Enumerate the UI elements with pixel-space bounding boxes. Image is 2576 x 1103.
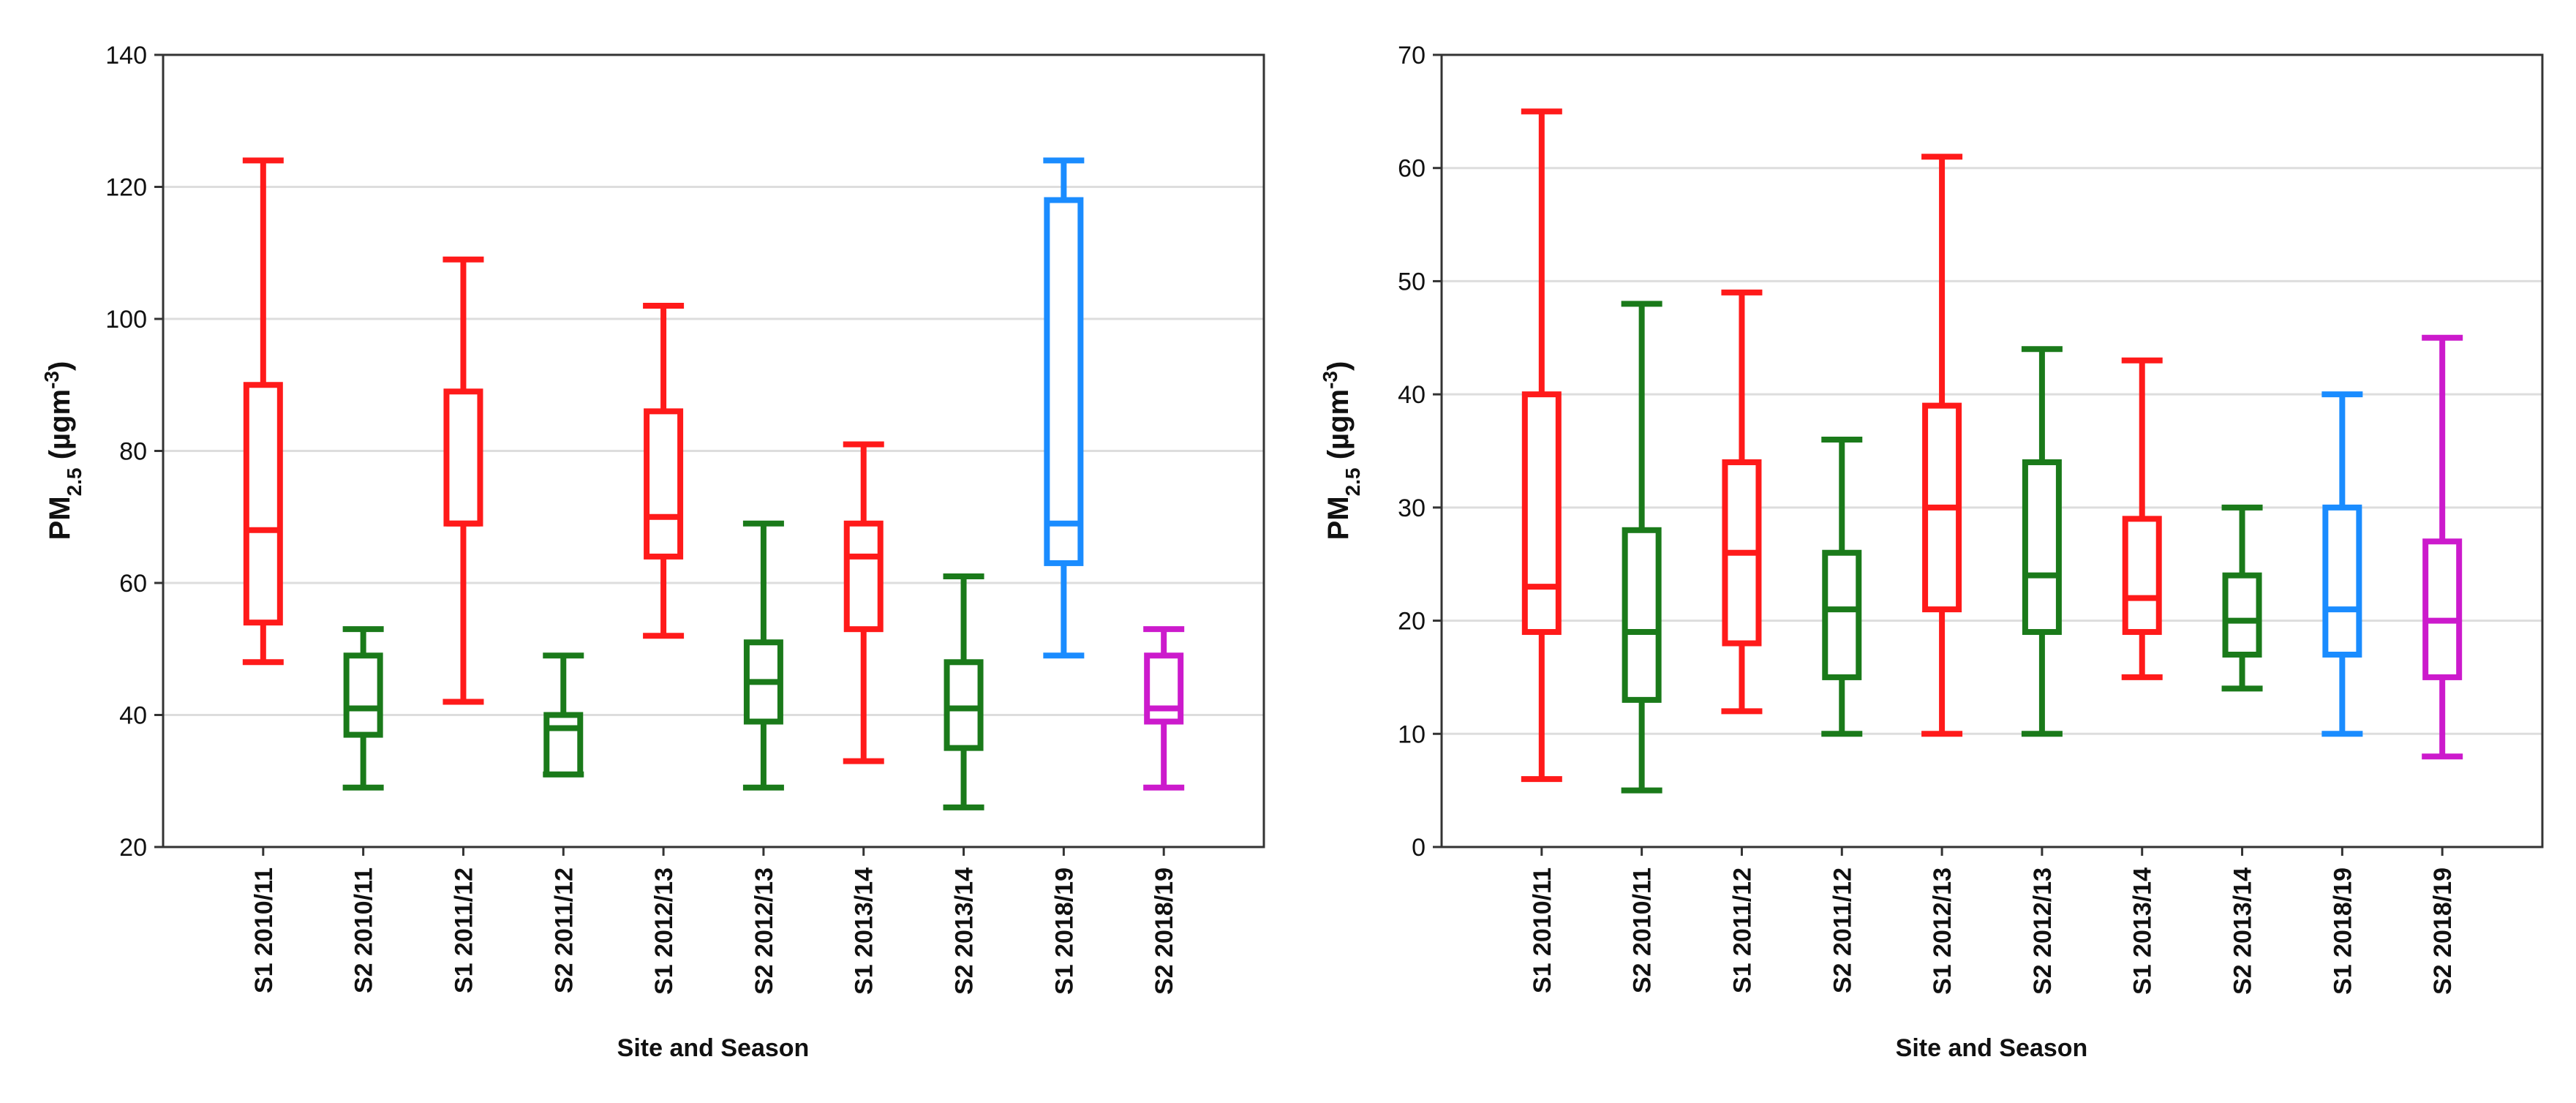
right-y-axis-title: PM2.5 (µgm-3) — [1319, 361, 1364, 541]
left-x-tick-label: S1 2013/14 — [851, 867, 878, 995]
right-x-tick-label: S2 2013/14 — [2229, 867, 2257, 995]
iqr-box — [1622, 527, 1662, 703]
iqr-box — [1144, 652, 1184, 725]
left-y-tick-label: 80 — [119, 438, 147, 466]
left-y-tick-label: 100 — [105, 306, 147, 334]
right-y-tick-label: 60 — [1398, 155, 1426, 183]
right-y-tick-label: 40 — [1398, 381, 1426, 409]
left-x-tick-label: S2 2018/19 — [1150, 867, 1178, 995]
right-y-tick-label: 30 — [1398, 494, 1426, 522]
right-box-2 — [1621, 301, 1662, 794]
iqr-box — [1822, 549, 1862, 680]
right-x-tick-label: S1 2012/13 — [1929, 867, 1957, 995]
left-boxplot-panel: 20 40 60 80 100 120 140 S1 2010/11 S2 2010/11 S1… — [40, 42, 1265, 1062]
iqr-box — [944, 659, 984, 751]
left-box-6 — [742, 520, 784, 791]
left-x-tick-label: S2 2012/13 — [750, 867, 778, 995]
right-x-tick-label: S1 2010/11 — [1529, 867, 1556, 993]
left-x-tick-label: S1 2012/13 — [650, 867, 678, 995]
right-box-3 — [1721, 289, 1763, 715]
right-y-tick-label: 0 — [1412, 834, 1426, 862]
left-y-tick-label: 60 — [119, 570, 147, 598]
right-box-5 — [1921, 154, 1963, 737]
left-x-tick-label: S2 2013/14 — [951, 867, 979, 995]
right-x-tick-label: S2 2010/11 — [1629, 867, 1657, 993]
left-box-4 — [543, 652, 584, 778]
right-y-tick-label: 50 — [1398, 268, 1426, 295]
right-box-1 — [1521, 108, 1562, 783]
right-box-8 — [2221, 504, 2263, 692]
right-x-tick-label: S2 2011/12 — [1829, 867, 1856, 993]
left-box-1 — [242, 157, 284, 666]
iqr-box — [2122, 516, 2162, 636]
left-x-tick-label: S1 2011/12 — [450, 867, 478, 993]
iqr-box — [443, 388, 483, 527]
iqr-box — [1521, 391, 1562, 636]
right-x-tick-label: S2 2012/13 — [2029, 867, 2057, 995]
right-box-7 — [2121, 357, 2163, 680]
right-box-4 — [1821, 437, 1863, 737]
right-box-9 — [2321, 391, 2363, 737]
iqr-box — [843, 520, 884, 633]
iqr-box — [2222, 572, 2262, 658]
iqr-box — [2322, 504, 2362, 658]
iqr-box — [2422, 538, 2463, 680]
iqr-box — [343, 652, 383, 738]
right-x-tick-label: S1 2018/19 — [2329, 867, 2357, 995]
left-box-8 — [943, 573, 984, 810]
right-x-tick-label: S1 2013/14 — [2129, 867, 2157, 995]
iqr-box — [644, 408, 684, 560]
left-box-2 — [342, 626, 384, 791]
left-y-tick-label: 120 — [105, 174, 147, 202]
iqr-box — [1044, 197, 1084, 566]
left-y-tick-label: 140 — [105, 42, 147, 69]
left-x-tick-label: S1 2010/11 — [250, 867, 278, 993]
left-x-tick-label: S2 2010/11 — [350, 867, 378, 993]
left-y-axis-title: PM2.5 (µgm-3) — [40, 361, 86, 541]
right-box-6 — [2021, 346, 2063, 737]
right-boxplot-panel: 0 10 20 30 40 50 60 70 S1 2010/11 S2 2010/11 S1 2… — [1319, 42, 2544, 1062]
right-plot-frame — [1440, 53, 2544, 848]
left-box-7 — [843, 441, 884, 764]
iqr-box — [543, 712, 584, 778]
left-x-tick-label: S2 2011/12 — [550, 867, 578, 993]
left-y-tick-label: 20 — [119, 834, 147, 862]
left-x-axis-title: Site and Season — [617, 1034, 810, 1062]
right-y-tick-label: 70 — [1398, 42, 1426, 69]
left-box-10 — [1143, 626, 1185, 791]
right-x-tick-label: S1 2011/12 — [1728, 867, 1756, 993]
left-box-9 — [1043, 157, 1085, 659]
right-y-tick-label: 10 — [1398, 720, 1426, 748]
right-box-10 — [2422, 334, 2463, 760]
right-y-tick-label: 20 — [1398, 608, 1426, 636]
left-box-5 — [643, 302, 685, 639]
right-x-tick-label: S2 2018/19 — [2429, 867, 2457, 995]
left-x-tick-label: S1 2018/19 — [1050, 867, 1078, 995]
left-y-tick-label: 40 — [119, 702, 147, 730]
iqr-box — [2022, 459, 2062, 636]
left-box-3 — [442, 256, 484, 705]
right-x-axis-title: Site and Season — [1896, 1034, 2088, 1062]
iqr-box — [243, 382, 283, 626]
